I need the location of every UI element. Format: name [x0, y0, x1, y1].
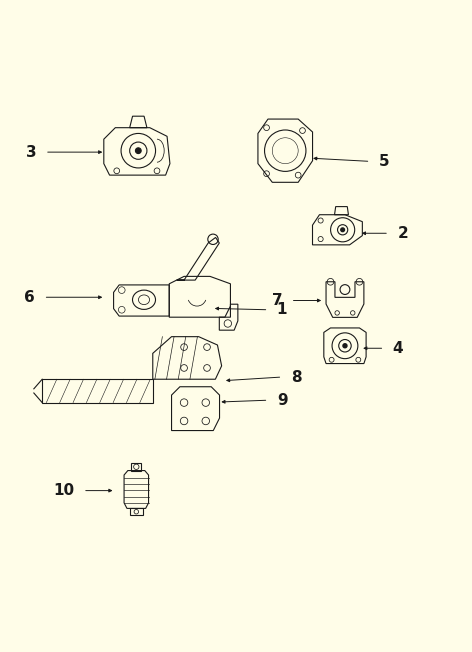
Text: 2: 2 — [397, 226, 408, 241]
Circle shape — [341, 228, 345, 231]
Text: 8: 8 — [291, 370, 301, 385]
Text: 10: 10 — [53, 483, 75, 498]
Text: 9: 9 — [277, 393, 287, 408]
Text: 5: 5 — [379, 154, 389, 169]
Text: 6: 6 — [25, 289, 35, 304]
Text: 1: 1 — [277, 303, 287, 318]
Text: 4: 4 — [393, 341, 404, 356]
Text: 7: 7 — [272, 293, 282, 308]
Text: 3: 3 — [26, 145, 37, 160]
Circle shape — [135, 148, 141, 154]
Circle shape — [343, 344, 347, 348]
